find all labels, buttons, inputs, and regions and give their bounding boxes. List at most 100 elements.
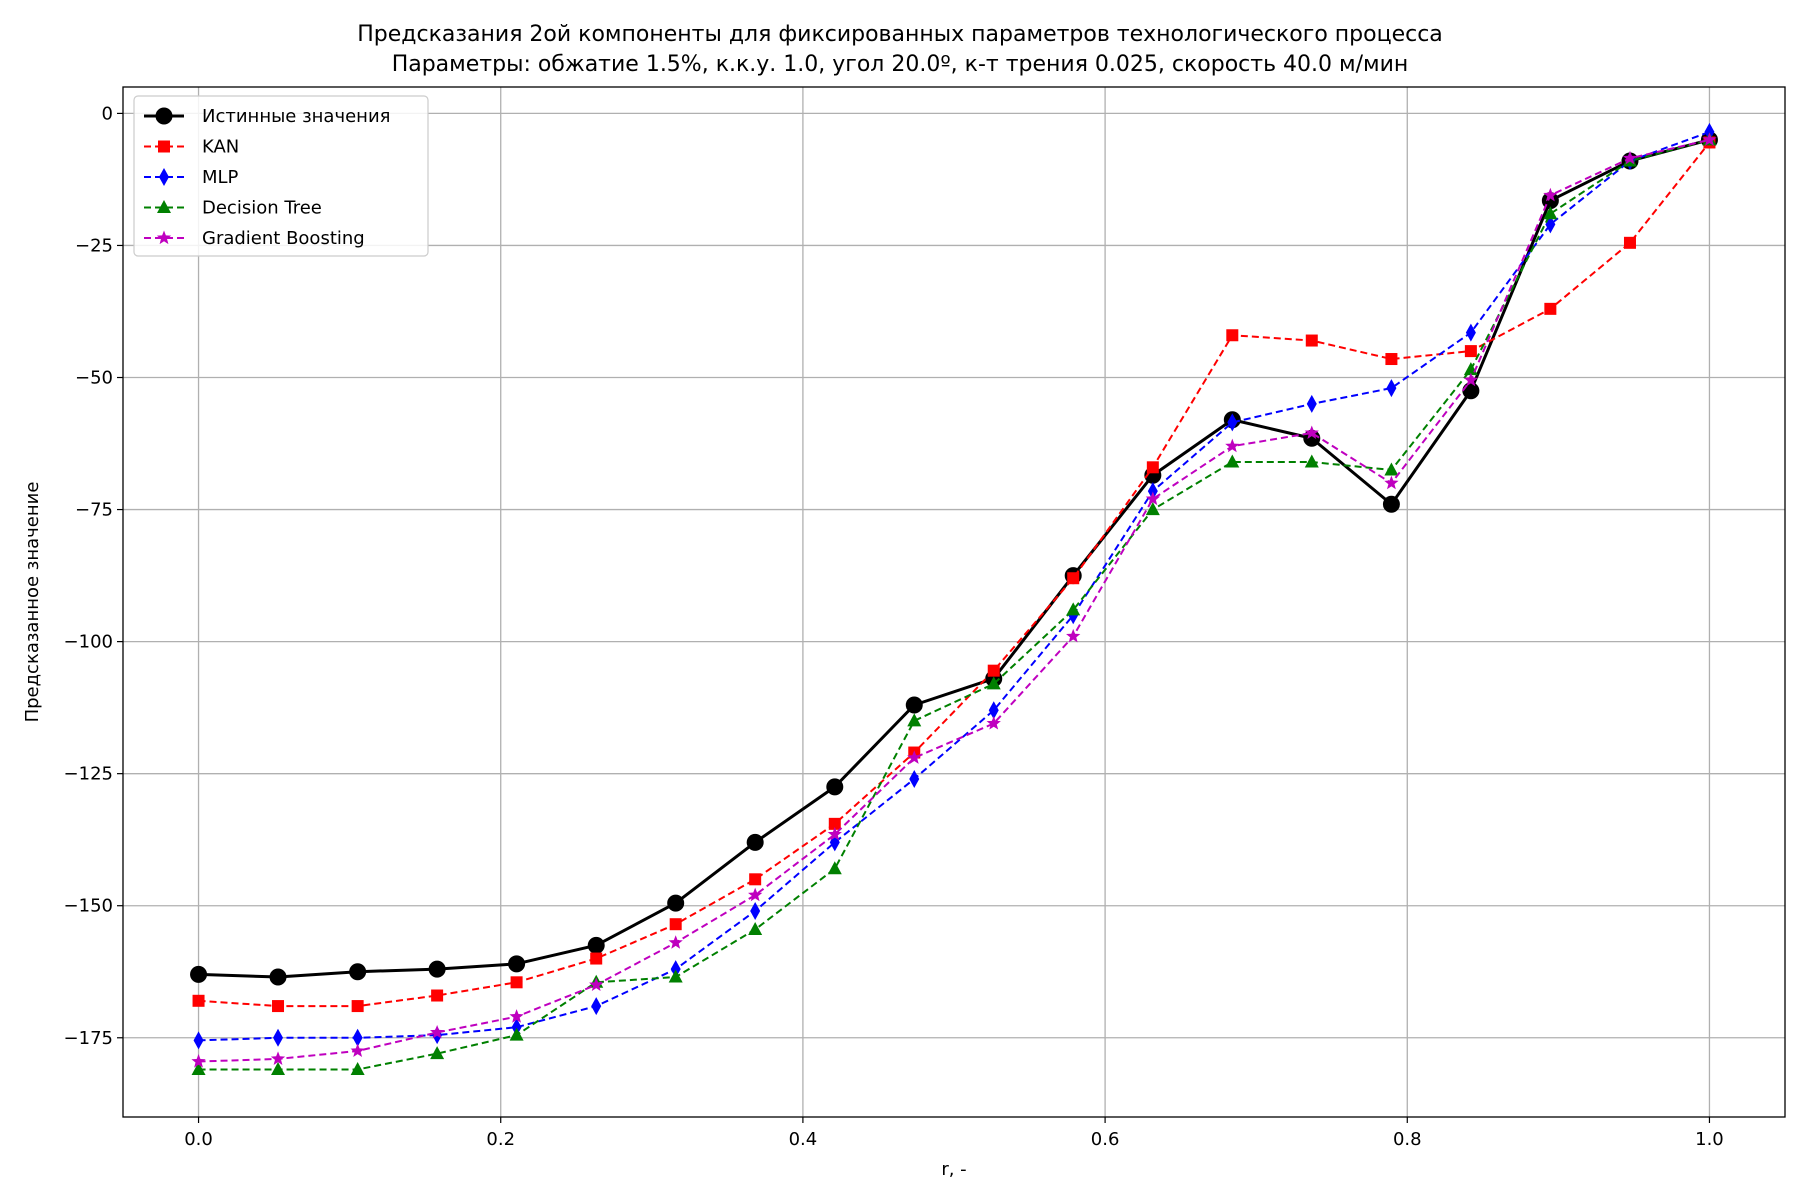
legend-entry: Истинные значения xyxy=(144,106,390,127)
data-point xyxy=(1066,628,1081,643)
data-point xyxy=(669,918,682,931)
data-point xyxy=(907,750,922,764)
data-point xyxy=(1622,150,1638,165)
data-point xyxy=(1304,425,1319,440)
data-point xyxy=(1544,302,1557,315)
legend-marker xyxy=(156,230,172,245)
y-tick-label: −175 xyxy=(64,1028,113,1049)
data-point xyxy=(350,1061,365,1075)
y-tick-label: −25 xyxy=(75,235,113,256)
data-point xyxy=(1226,329,1239,342)
data-point xyxy=(1384,475,1399,490)
data-point xyxy=(1306,394,1317,413)
data-point xyxy=(350,1043,365,1058)
data-point xyxy=(589,977,604,992)
data-point xyxy=(511,1018,522,1037)
data-point xyxy=(827,861,842,875)
data-point xyxy=(591,997,602,1016)
legend-marker xyxy=(157,200,171,213)
data-point xyxy=(986,715,1001,730)
data-point xyxy=(826,778,844,796)
data-point xyxy=(349,963,367,981)
data-point xyxy=(587,936,605,954)
y-tick-label: −75 xyxy=(75,500,113,521)
x-tick-label: 0.8 xyxy=(1393,1129,1422,1150)
data-point xyxy=(509,1027,524,1041)
x-tick-label: 0.0 xyxy=(184,1129,213,1150)
data-point xyxy=(351,1000,364,1013)
data-point xyxy=(1543,206,1558,220)
data-point xyxy=(352,1028,363,1047)
data-point xyxy=(1465,323,1476,342)
data-point xyxy=(590,952,603,965)
chart-title: Предсказания 2ой компоненты для фиксиров… xyxy=(357,22,1443,47)
axes: 0.0 0.2 0.4 0.6 0.8 1.0 0 −25 −50 −75 −100 −125 −150… xyxy=(64,103,1724,1150)
chart-subtitle: Параметры: обжатие 1.5%, к.к.у. 1.0, уго… xyxy=(391,52,1409,77)
data-point xyxy=(509,1009,524,1023)
y-tick-label: 0 xyxy=(102,103,113,124)
legend-label: Истинные значения xyxy=(202,106,390,127)
data-point xyxy=(191,1061,206,1075)
legend-label: Decision Tree xyxy=(202,198,322,219)
data-point xyxy=(428,960,446,978)
data-point xyxy=(1067,572,1080,585)
data-point xyxy=(1384,462,1399,476)
series-group xyxy=(190,122,1718,1075)
data-point xyxy=(986,676,1001,690)
data-point xyxy=(508,955,526,973)
x-tick-label: 0.2 xyxy=(486,1129,515,1150)
x-tick-label: 0.6 xyxy=(1091,1129,1120,1150)
data-point xyxy=(668,969,683,983)
data-point xyxy=(271,1061,286,1075)
grid xyxy=(123,87,1785,1117)
data-point xyxy=(272,1000,285,1013)
data-point xyxy=(1385,353,1398,366)
data-point xyxy=(1304,454,1319,468)
data-point xyxy=(909,769,920,788)
data-point xyxy=(1145,491,1160,506)
data-point xyxy=(270,1051,286,1065)
data-point xyxy=(1386,379,1397,398)
legend-label: MLP xyxy=(202,167,239,188)
data-point xyxy=(746,833,764,851)
legend-marker xyxy=(155,107,173,125)
legend-marker xyxy=(159,168,169,186)
legend-entry: Gradient Boosting xyxy=(144,228,365,249)
legend-marker xyxy=(158,140,170,153)
data-point xyxy=(1463,372,1479,387)
data-point xyxy=(670,960,681,979)
legend-entry: Decision Tree xyxy=(144,198,322,219)
data-point xyxy=(1146,461,1159,474)
data-point xyxy=(987,664,1000,677)
x-tick-label: 0.4 xyxy=(789,1129,818,1150)
data-point xyxy=(429,1024,445,1039)
plot-frame xyxy=(122,86,1786,1118)
y-tick-label: −100 xyxy=(64,632,113,653)
series-line xyxy=(198,138,1710,1071)
legend-label: KAN xyxy=(202,137,239,158)
y-tick-label: −125 xyxy=(64,764,113,785)
data-point xyxy=(1382,495,1400,513)
data-point xyxy=(1623,236,1636,249)
data-point xyxy=(1225,454,1240,468)
data-point xyxy=(828,817,841,830)
data-point xyxy=(667,894,685,912)
data-point xyxy=(269,968,287,986)
data-point xyxy=(749,873,762,886)
data-point xyxy=(1462,382,1480,400)
data-point xyxy=(750,902,761,920)
data-point xyxy=(907,713,922,727)
x-axis-label: r, - xyxy=(941,1159,966,1180)
data-point xyxy=(1225,438,1240,453)
data-point xyxy=(668,935,683,949)
series-line xyxy=(198,130,1710,1042)
data-point xyxy=(1464,345,1477,358)
data-point xyxy=(190,965,208,983)
series-mlp xyxy=(193,122,1715,1050)
series-line xyxy=(198,141,1711,1008)
legend-label: Gradient Boosting xyxy=(202,228,365,249)
data-point xyxy=(1702,132,1717,146)
y-axis-label: Предсказанное значение xyxy=(22,482,43,723)
data-point xyxy=(430,1046,445,1060)
